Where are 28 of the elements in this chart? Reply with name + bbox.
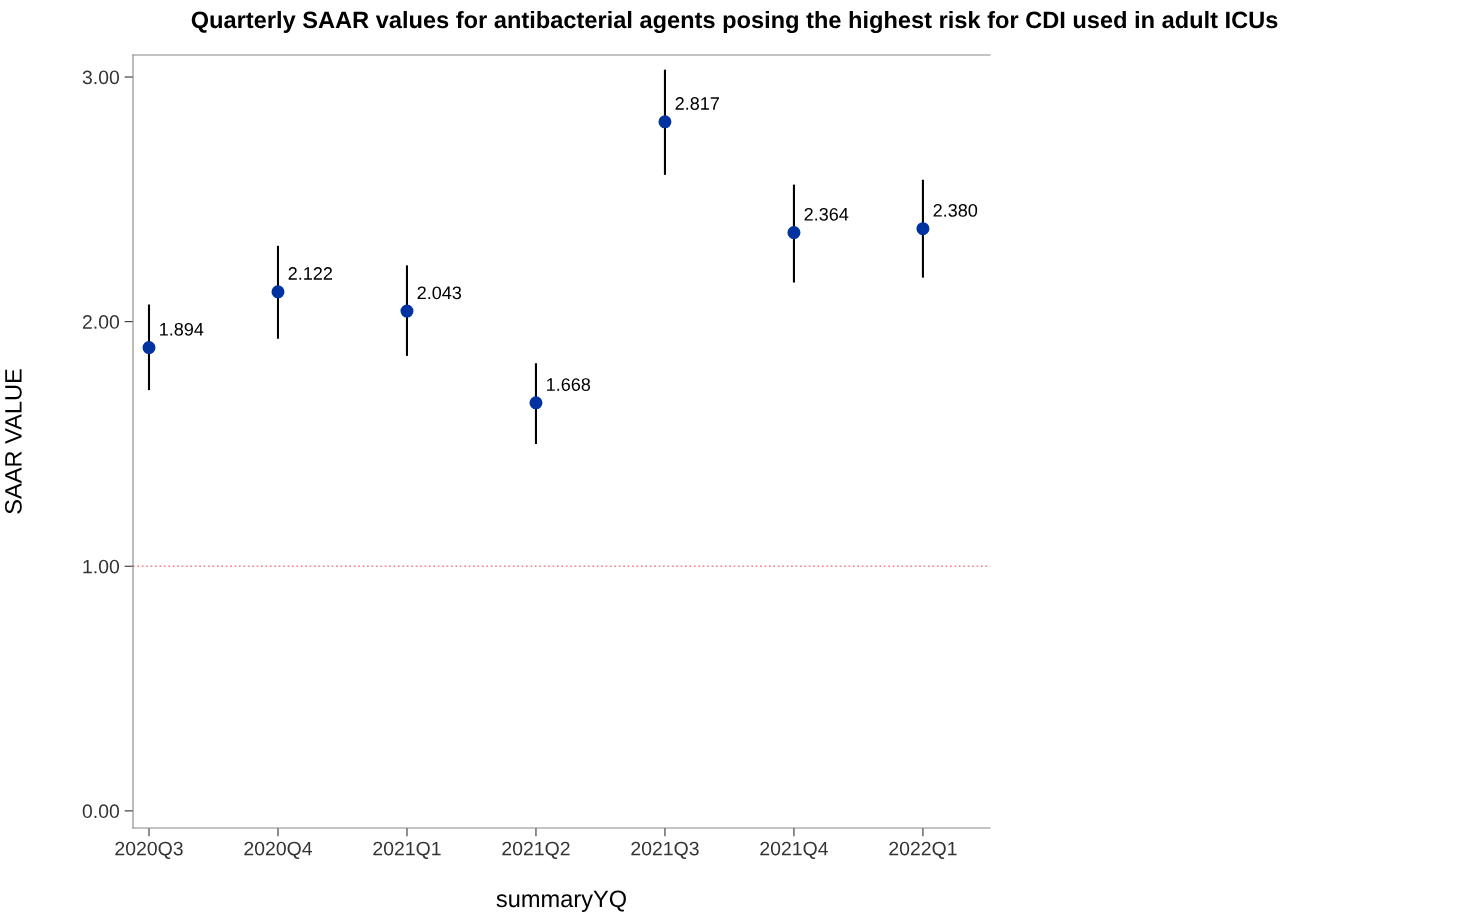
data-label: 1.894	[160, 322, 204, 336]
y-tick-label: 3.00	[82, 70, 120, 85]
data-label: 2.043	[417, 286, 462, 300]
x-tick-label: 2021Q1	[373, 841, 441, 859]
x-axis-title: summaryYQ	[496, 890, 626, 912]
x-tick-label: 2021Q4	[760, 841, 828, 859]
x-tick-label: 2021Q3	[631, 841, 699, 859]
point	[271, 285, 285, 299]
data-label: 1.668	[547, 378, 591, 391]
y-tick-label: 2.00	[82, 315, 120, 329]
data-label: 2.364	[804, 207, 849, 221]
point	[142, 341, 156, 355]
point	[400, 304, 414, 318]
point	[529, 396, 543, 410]
x-tick-label: 2022Q1	[889, 841, 957, 859]
x-tick-label: 2020Q4	[244, 841, 313, 859]
y-axis-title: SAAR VALUE	[5, 369, 22, 514]
y-tick-label: 0.00	[82, 804, 120, 819]
data-label: 2.122	[288, 267, 332, 280]
point	[658, 115, 672, 129]
y-tick-label: 1.00	[83, 559, 120, 574]
data-label: 2.380	[933, 203, 978, 217]
point	[916, 222, 930, 236]
x-tick-label: 2021Q2	[502, 841, 570, 859]
chart-title: Quarterly SAAR values for antibacterial agents posing the highest risk for CDI used in adult ICUs	[191, 10, 1278, 34]
data-label: 2.817	[675, 97, 719, 110]
point	[787, 226, 801, 240]
x-tick-label: 2020Q3	[115, 841, 183, 859]
